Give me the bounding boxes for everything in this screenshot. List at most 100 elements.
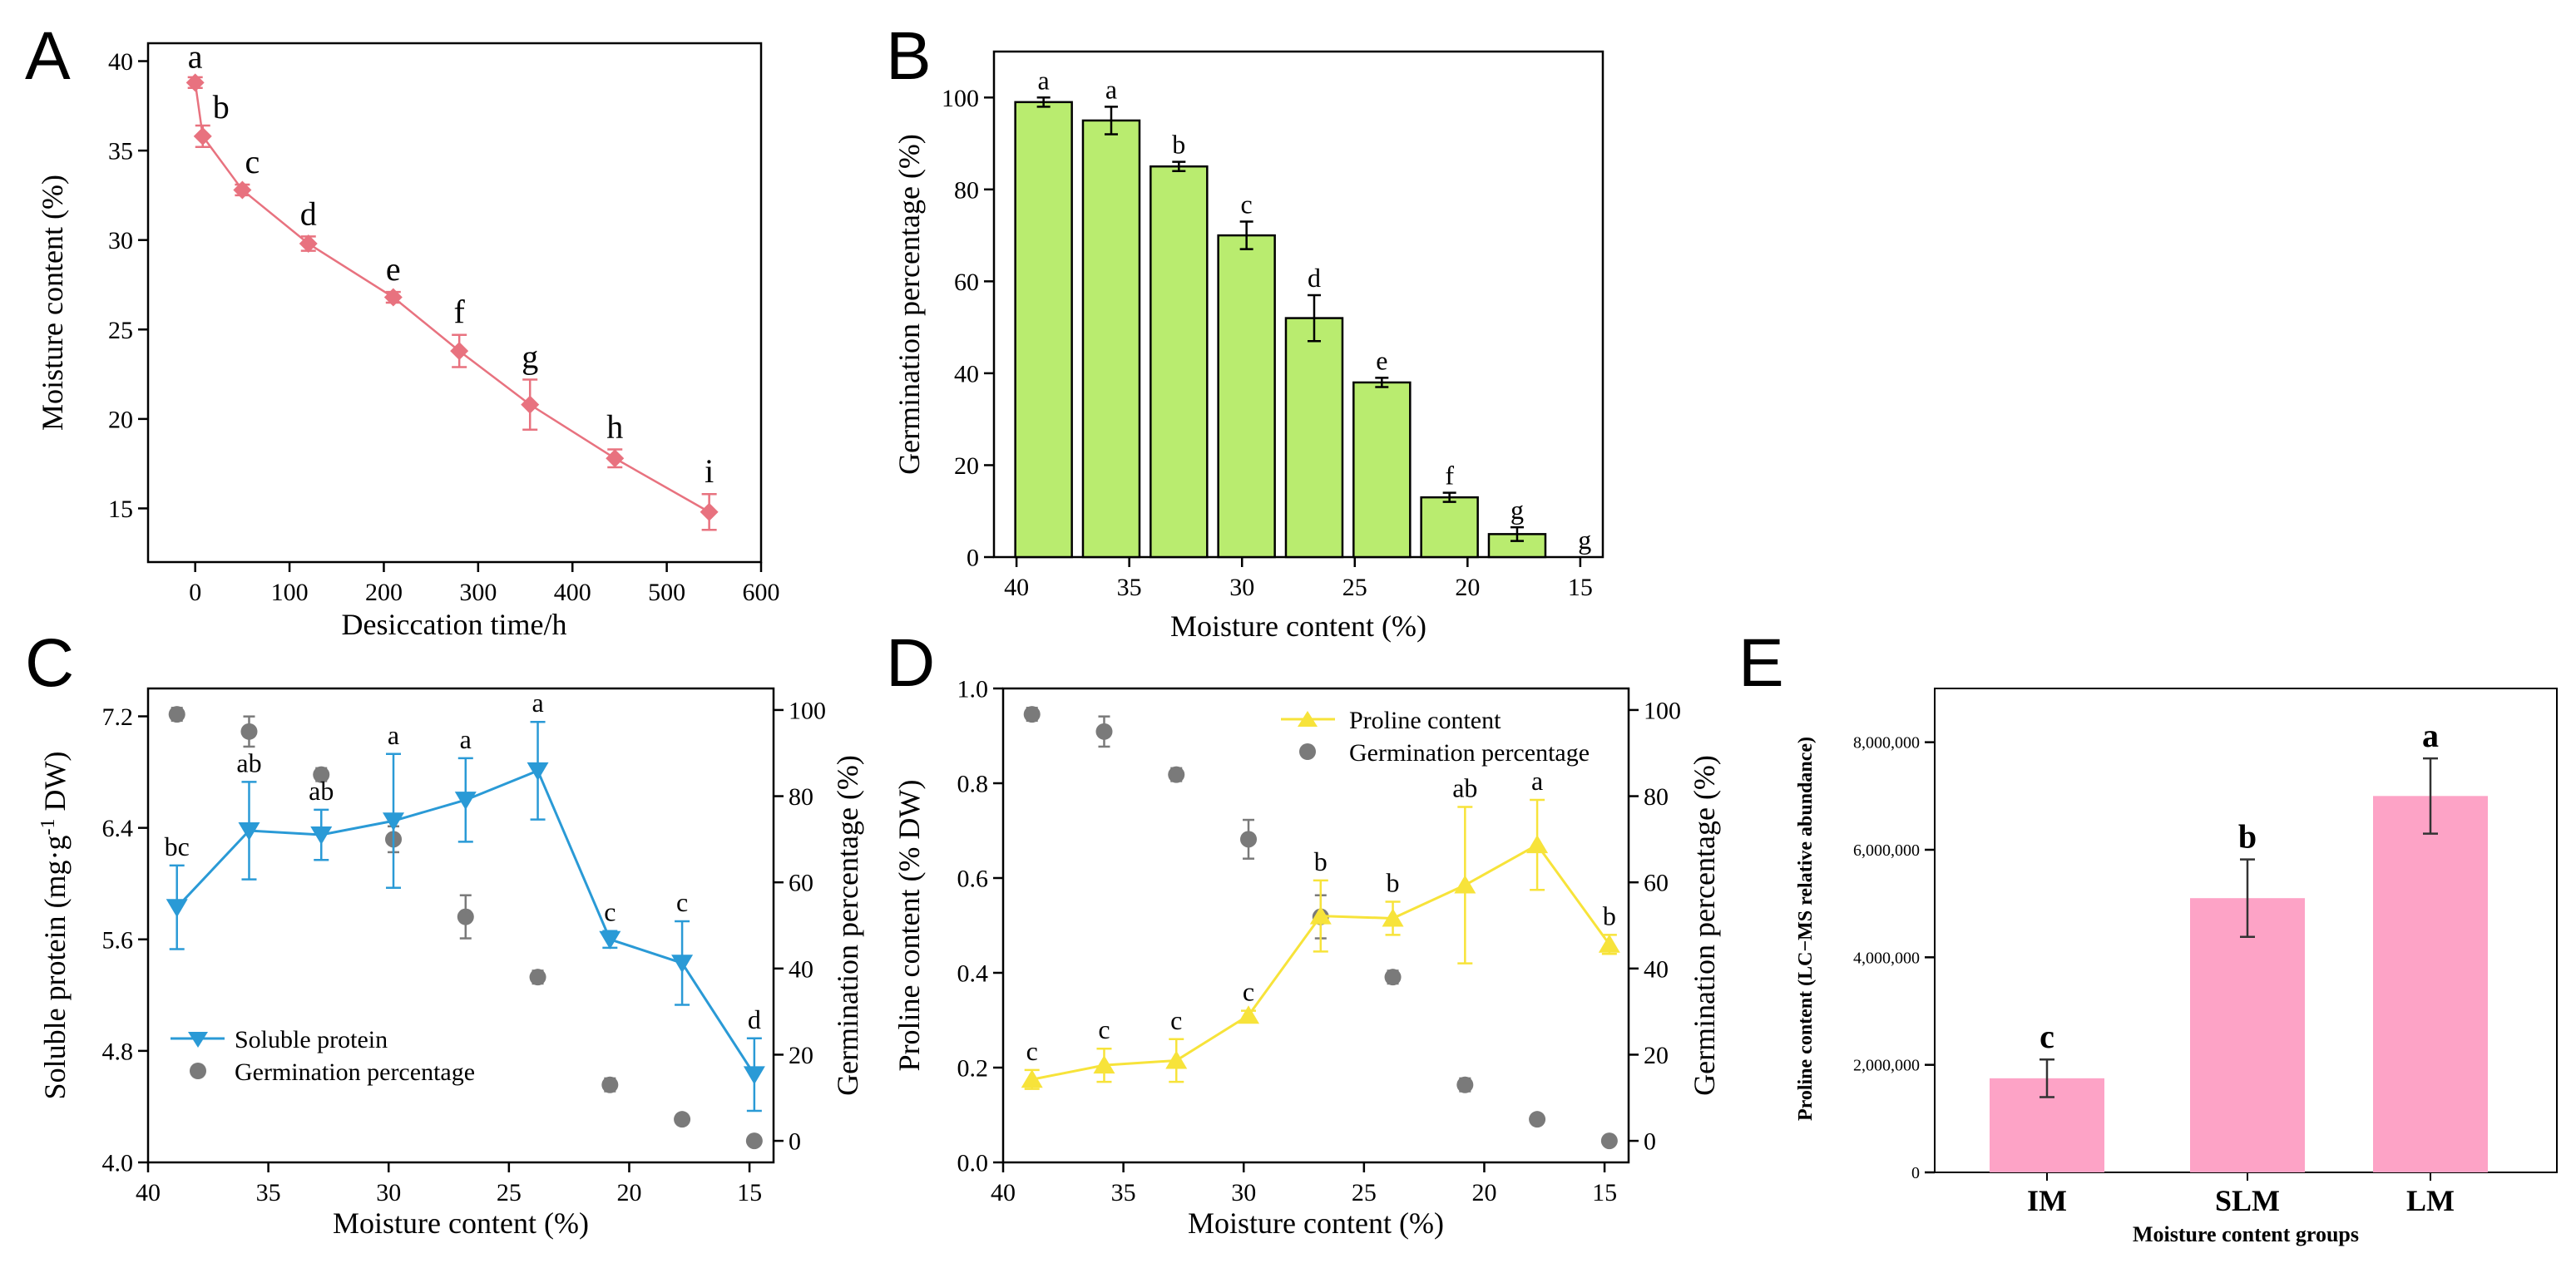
panel-d-data-point — [1598, 934, 1620, 953]
panel-c-y2-tick-label: 80 — [789, 783, 813, 811]
panel-a-moisture-vs-time: A Desiccation time/h Moisture content (%… — [25, 18, 780, 641]
legend-d-germination-marker — [1299, 743, 1316, 760]
panel-c-y-tick-label: 6.4 — [102, 815, 134, 842]
legend-c-protein-marker — [188, 1032, 208, 1048]
panel-a-significance-letter: c — [245, 143, 260, 180]
panel-b-significance-letter: b — [1172, 130, 1185, 160]
panel-d-germination-point — [1529, 1111, 1546, 1128]
panel-c-significance-letter: a — [532, 688, 543, 718]
panel-d-data-point — [1526, 835, 1549, 854]
panel-e-y-tick-label: 2,000,000 — [1853, 1057, 1920, 1075]
panel-c-data-point — [527, 762, 549, 781]
panel-c-data-point — [383, 812, 405, 831]
panel-d-y2-axis-title: Germination percentage (%) — [1688, 755, 1721, 1096]
panel-c-x-axis-title: Moisture content (%) — [333, 1206, 589, 1240]
panel-c-significance-letter: a — [388, 720, 399, 750]
panel-c-y2-tick-label: 20 — [789, 1042, 813, 1069]
panel-a-x-tick-label: 300 — [459, 579, 497, 606]
panel-c-significance-letter: c — [604, 897, 616, 927]
panel-b-x-tick-label: 35 — [1117, 574, 1142, 601]
panel-d-y-tick-label: 0.6 — [957, 866, 989, 893]
panel-d-y2-tick-label: 40 — [1644, 955, 1669, 983]
panel-b-y-tick-label: 60 — [954, 269, 979, 296]
panel-d-y-tick-label: 0.8 — [957, 771, 989, 798]
panel-b-y-tick-label: 0 — [967, 545, 979, 572]
panel-d-y-axis-title: Proline content (% DW) — [892, 780, 926, 1072]
panel-d-significance-letter: c — [1098, 1014, 1110, 1044]
panel-b-bar — [1014, 101, 1073, 559]
panel-e-significance-letter: a — [2422, 717, 2439, 754]
legend-c-germination-marker — [190, 1063, 206, 1079]
panel-c-y-tick-label: 4.0 — [102, 1150, 134, 1177]
panel-a-significance-letter: d — [300, 195, 317, 232]
panel-a-significance-letter: h — [606, 407, 623, 445]
panel-d-y2-tick-label: 0 — [1644, 1128, 1656, 1156]
panel-a-significance-letter: b — [213, 88, 230, 126]
panel-a-x-axis-title: Desiccation time/h — [342, 608, 567, 641]
panel-d-y2-tick-label: 100 — [1644, 697, 1681, 724]
panel-a-significance-letter: g — [522, 338, 538, 376]
panel-d-significance-letter: b — [1387, 868, 1400, 898]
panel-c-y2-tick-label: 0 — [789, 1128, 801, 1156]
panel-b-y-tick-label: 100 — [942, 85, 979, 112]
panel-b-x-tick-label: 40 — [1004, 574, 1029, 601]
panel-d-y-tick-label: 0.2 — [957, 1055, 989, 1083]
panel-b-x-tick-label: 30 — [1229, 574, 1254, 601]
panel-label-d: D — [886, 625, 935, 701]
panel-c-data-point — [454, 792, 477, 811]
panel-e-y-axis-title: Proline content (LC−MS relative abundanc… — [1795, 737, 1817, 1121]
panel-a-y-tick-label: 15 — [108, 496, 133, 523]
panel-d-data-point — [1021, 1069, 1043, 1088]
panel-d-y-tick-label: 0.0 — [957, 1150, 989, 1177]
panel-a-x-tick-label: 0 — [189, 579, 201, 606]
panel-b-y-tick-label: 20 — [954, 452, 979, 480]
panel-a-y-axis-title: Moisture content (%) — [36, 175, 69, 431]
panel-a-y-tick-label: 30 — [108, 227, 133, 254]
panel-d-significance-letter: c — [1243, 977, 1254, 1007]
legend-d-proline-marker — [1298, 711, 1318, 727]
panel-a-y-tick-label: 40 — [108, 48, 133, 76]
panel-d-data-point — [1238, 1005, 1260, 1024]
panel-a-series-line — [194, 82, 710, 513]
panel-a-data-point — [450, 342, 469, 361]
panel-d-y2-tick-label: 80 — [1644, 783, 1669, 811]
legend-d-proline-label: Proline content — [1349, 707, 1501, 734]
panel-c-significance-letter: bc — [165, 831, 190, 861]
panel-d-y-tick-label: 0.4 — [957, 960, 989, 988]
panel-a-y-tick-label: 20 — [108, 406, 133, 433]
panel-e-x-tick-label: SLM — [2215, 1184, 2280, 1217]
panel-c-data-point — [166, 899, 188, 918]
panel-b-bar — [1081, 119, 1141, 559]
panel-c-data-point — [238, 822, 260, 841]
panel-c-y2-tick-label: 40 — [789, 955, 813, 983]
panel-a-data-point — [193, 126, 212, 146]
panel-c-significance-letter: ab — [309, 776, 334, 806]
panel-b-significance-letter: g — [1510, 495, 1524, 525]
panel-d-x-tick-label: 30 — [1231, 1179, 1256, 1206]
panel-d-data-point — [1382, 908, 1404, 927]
panel-d-data-point — [1309, 905, 1332, 925]
panel-d-x-tick-label: 20 — [1471, 1179, 1496, 1206]
panel-b-bar — [1487, 533, 1547, 559]
panel-a-significance-letter: a — [188, 37, 203, 75]
panel-c-germination-point — [457, 908, 474, 925]
panel-d-x-axis-title: Moisture content (%) — [1188, 1206, 1444, 1240]
panel-c-data-point — [743, 1066, 765, 1085]
panel-d-significance-letter: ab — [1452, 773, 1477, 803]
panel-d-germination-point — [1600, 1132, 1618, 1150]
panel-b-bar — [1150, 165, 1209, 559]
panel-c-significance-letter: d — [748, 1004, 761, 1034]
panel-c-significance-letter: a — [460, 724, 472, 754]
panel-c-data-point — [671, 955, 694, 974]
panel-c-x-tick-label: 20 — [616, 1179, 641, 1206]
panel-b-x-tick-label: 20 — [1455, 574, 1480, 601]
panel-c-x-tick-label: 35 — [256, 1179, 281, 1206]
panel-d-data-point — [1454, 875, 1476, 894]
panel-c-data-point — [310, 826, 333, 846]
panel-c-germination-point — [529, 969, 546, 986]
panel-a-data-point — [700, 502, 719, 521]
panel-b-significance-letter: f — [1445, 461, 1454, 491]
panel-e-y-tick-label: 6,000,000 — [1853, 841, 1920, 860]
panel-label-e: E — [1738, 625, 1784, 701]
